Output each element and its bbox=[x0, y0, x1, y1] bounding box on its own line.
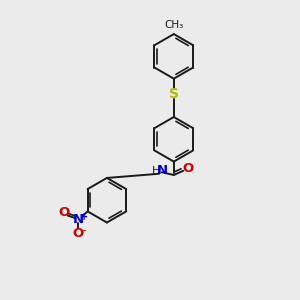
Text: O: O bbox=[58, 206, 69, 219]
Text: N: N bbox=[73, 213, 84, 226]
Text: O: O bbox=[73, 227, 84, 240]
Text: CH₃: CH₃ bbox=[164, 20, 183, 30]
Text: +: + bbox=[80, 212, 88, 222]
Text: H: H bbox=[152, 166, 160, 176]
Text: ⁻: ⁻ bbox=[80, 228, 86, 238]
Text: S: S bbox=[169, 87, 179, 101]
Text: O: O bbox=[183, 162, 194, 175]
Text: N: N bbox=[157, 164, 168, 177]
